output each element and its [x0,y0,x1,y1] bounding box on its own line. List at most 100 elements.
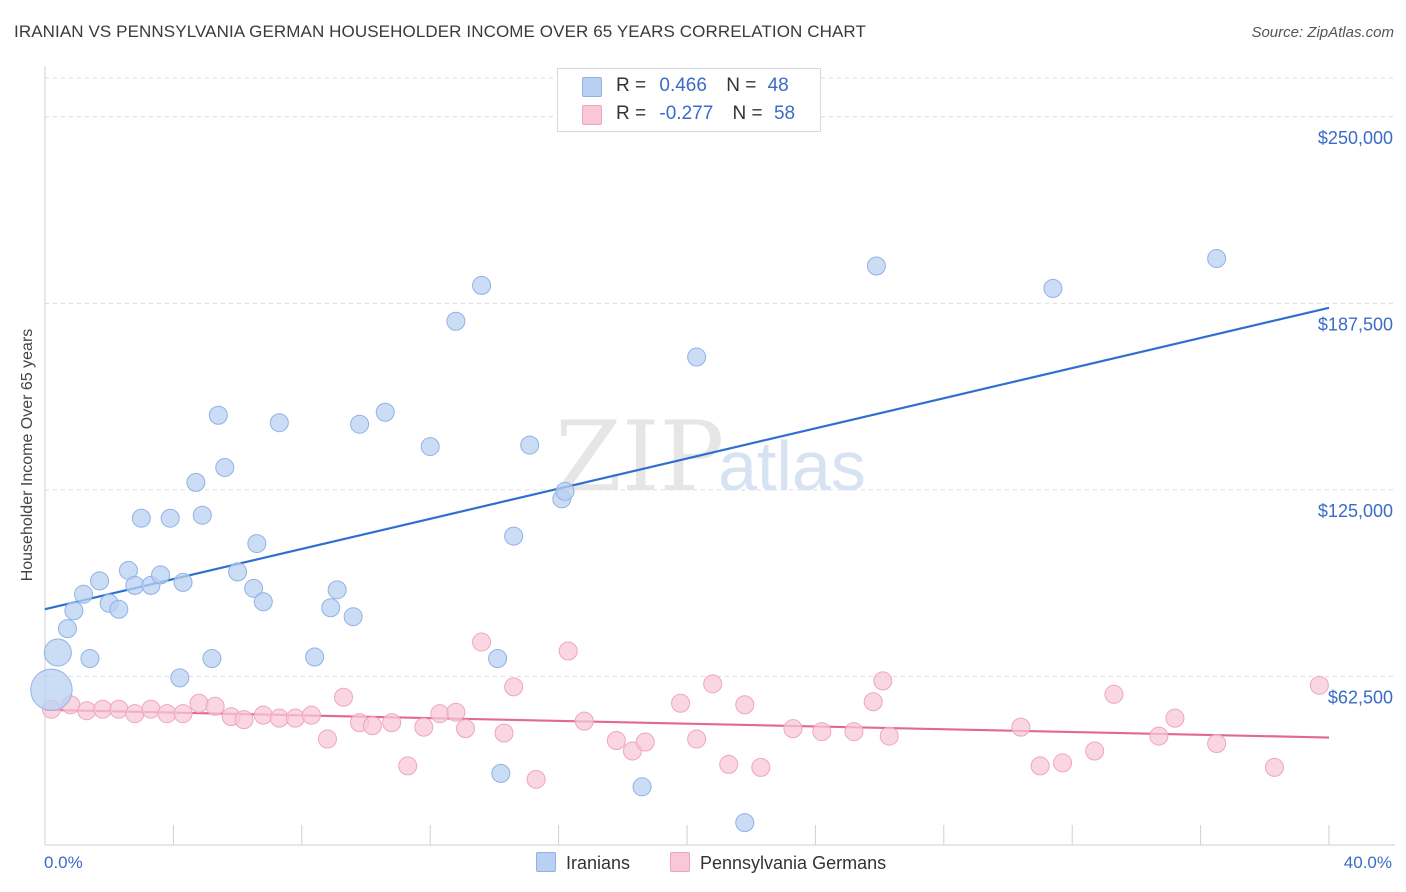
pennsylvania-germans-point [873,671,893,691]
pennsylvania-germans-point [157,704,177,724]
y-tick-labels: $250,000 $187,500 $125,000 $62,500 [1318,128,1393,708]
pennsylvania-germans-point [334,687,354,707]
legend-item-pennsylvania-germans[interactable]: Pennsylvania Germans [670,852,886,874]
pennsylvania-germans-point [1030,756,1050,776]
iranians-point [247,534,267,554]
pennsylvania-germans-point [269,708,289,728]
r-value: 0.466 [659,75,707,96]
pennsylvania-germans-swatch [582,105,602,125]
pennsylvania-germans-point [719,754,739,774]
pennsylvania-germans-point [446,702,466,722]
pennsylvania-germans-point [253,705,273,725]
axes [44,66,1395,846]
pennsylvania-germans-point [735,695,755,715]
pennsylvania-germans-point [93,699,113,719]
pennsylvania-germans-point [703,674,723,694]
iranians-point [253,592,273,612]
pennsylvania-germans-legend-swatch [670,852,690,872]
points-pennsylvania-germans [41,632,1329,789]
iranians-point [192,505,212,525]
iranians-point [866,256,886,276]
pennsylvania-germans-point [317,729,337,749]
trend-line-iranians [44,306,1330,611]
pennsylvania-germans-point [1053,753,1073,773]
y-tick-label: $62,500 [1328,687,1393,707]
iranians-point [420,437,440,457]
iranians-point [43,638,72,667]
legend-label-pennsylvania-germans: Pennsylvania Germans [700,853,887,873]
pennsylvania-germans-point [285,708,305,728]
iranians-point [269,413,289,433]
iranians-point [472,275,492,295]
iranians-point [520,435,540,455]
pennsylvania-germans-point [687,729,707,749]
iranians-point [90,571,110,591]
pennsylvania-germans-point [494,723,514,743]
y-tick-label: $250,000 [1318,128,1393,148]
iranians-point [375,402,395,422]
pennsylvania-germans-point [1085,741,1105,761]
iranians-point [170,668,190,688]
watermark-zip: ZIP [555,401,724,513]
iranians-point [228,562,248,582]
iranians-point [57,619,77,639]
stats-legend: R = 0.466 N = 48 R = -0.277 N = 58 [557,68,821,132]
iranians-point [30,668,73,712]
watermark-atlas: atlas [718,427,866,505]
pennsylvania-germans-point [125,704,145,724]
pennsylvania-germans-point [671,693,691,713]
iranians-point [305,647,325,667]
n-label: N = [726,75,757,96]
iranians-point [64,601,84,621]
pennsylvania-germans-point [205,696,225,716]
pennsylvania-germans-point [751,757,771,777]
iranians-point [632,777,652,797]
pennsylvania-germans-point [504,677,524,697]
pennsylvania-germans-point [812,722,832,742]
iranians-point [350,414,370,434]
iranians-point [173,572,193,592]
iranians-point [109,599,129,619]
pennsylvania-germans-point [398,756,418,776]
pennsylvania-germans-point [606,731,626,751]
pennsylvania-germans-point [1165,708,1185,728]
iranians-point [244,578,264,598]
pennsylvania-germans-point [635,732,655,752]
iranians-point [131,508,151,528]
n-label: N = [732,103,763,124]
pennsylvania-germans-point [430,704,450,724]
r-label: R = [616,75,647,96]
iranians-point [321,598,341,618]
points-iranians [30,249,1227,833]
iranians-point [202,648,222,668]
pennsylvania-germans-point [879,726,899,746]
r-label: R = [616,103,647,124]
pennsylvania-germans-point [1149,726,1169,746]
pennsylvania-germans-point [301,705,321,725]
iranians-swatch [582,77,602,97]
iranians-point [504,526,524,546]
iranians-point [491,763,511,783]
pennsylvania-germans-point [1207,734,1227,754]
chart-title: IRANIAN VS PENNSYLVANIA GERMAN HOUSEHOLD… [14,22,866,41]
pennsylvania-germans-point [558,641,578,661]
iranians-point [208,405,228,425]
pennsylvania-germans-point [77,701,97,721]
iranians-point [1043,278,1063,298]
iranians-point [80,648,100,668]
pennsylvania-germans-point [574,711,594,731]
iranians-point [74,584,94,604]
source-label: Source: ZipAtlas.com [1251,24,1394,41]
pennsylvania-germans-point [1011,717,1031,737]
pennsylvania-germans-point [382,713,402,733]
pennsylvania-germans-point [472,632,492,652]
x-tick-label-min: 0.0% [44,853,83,872]
legend-item-iranians[interactable]: Iranians [536,852,630,874]
pennsylvania-germans-point [414,717,434,737]
iranians-point [488,648,508,668]
trend-line [44,306,1330,611]
pennsylvania-germans-point [783,719,803,739]
pennsylvania-germans-point [1264,757,1284,777]
y-tick-label: $187,500 [1318,314,1393,334]
